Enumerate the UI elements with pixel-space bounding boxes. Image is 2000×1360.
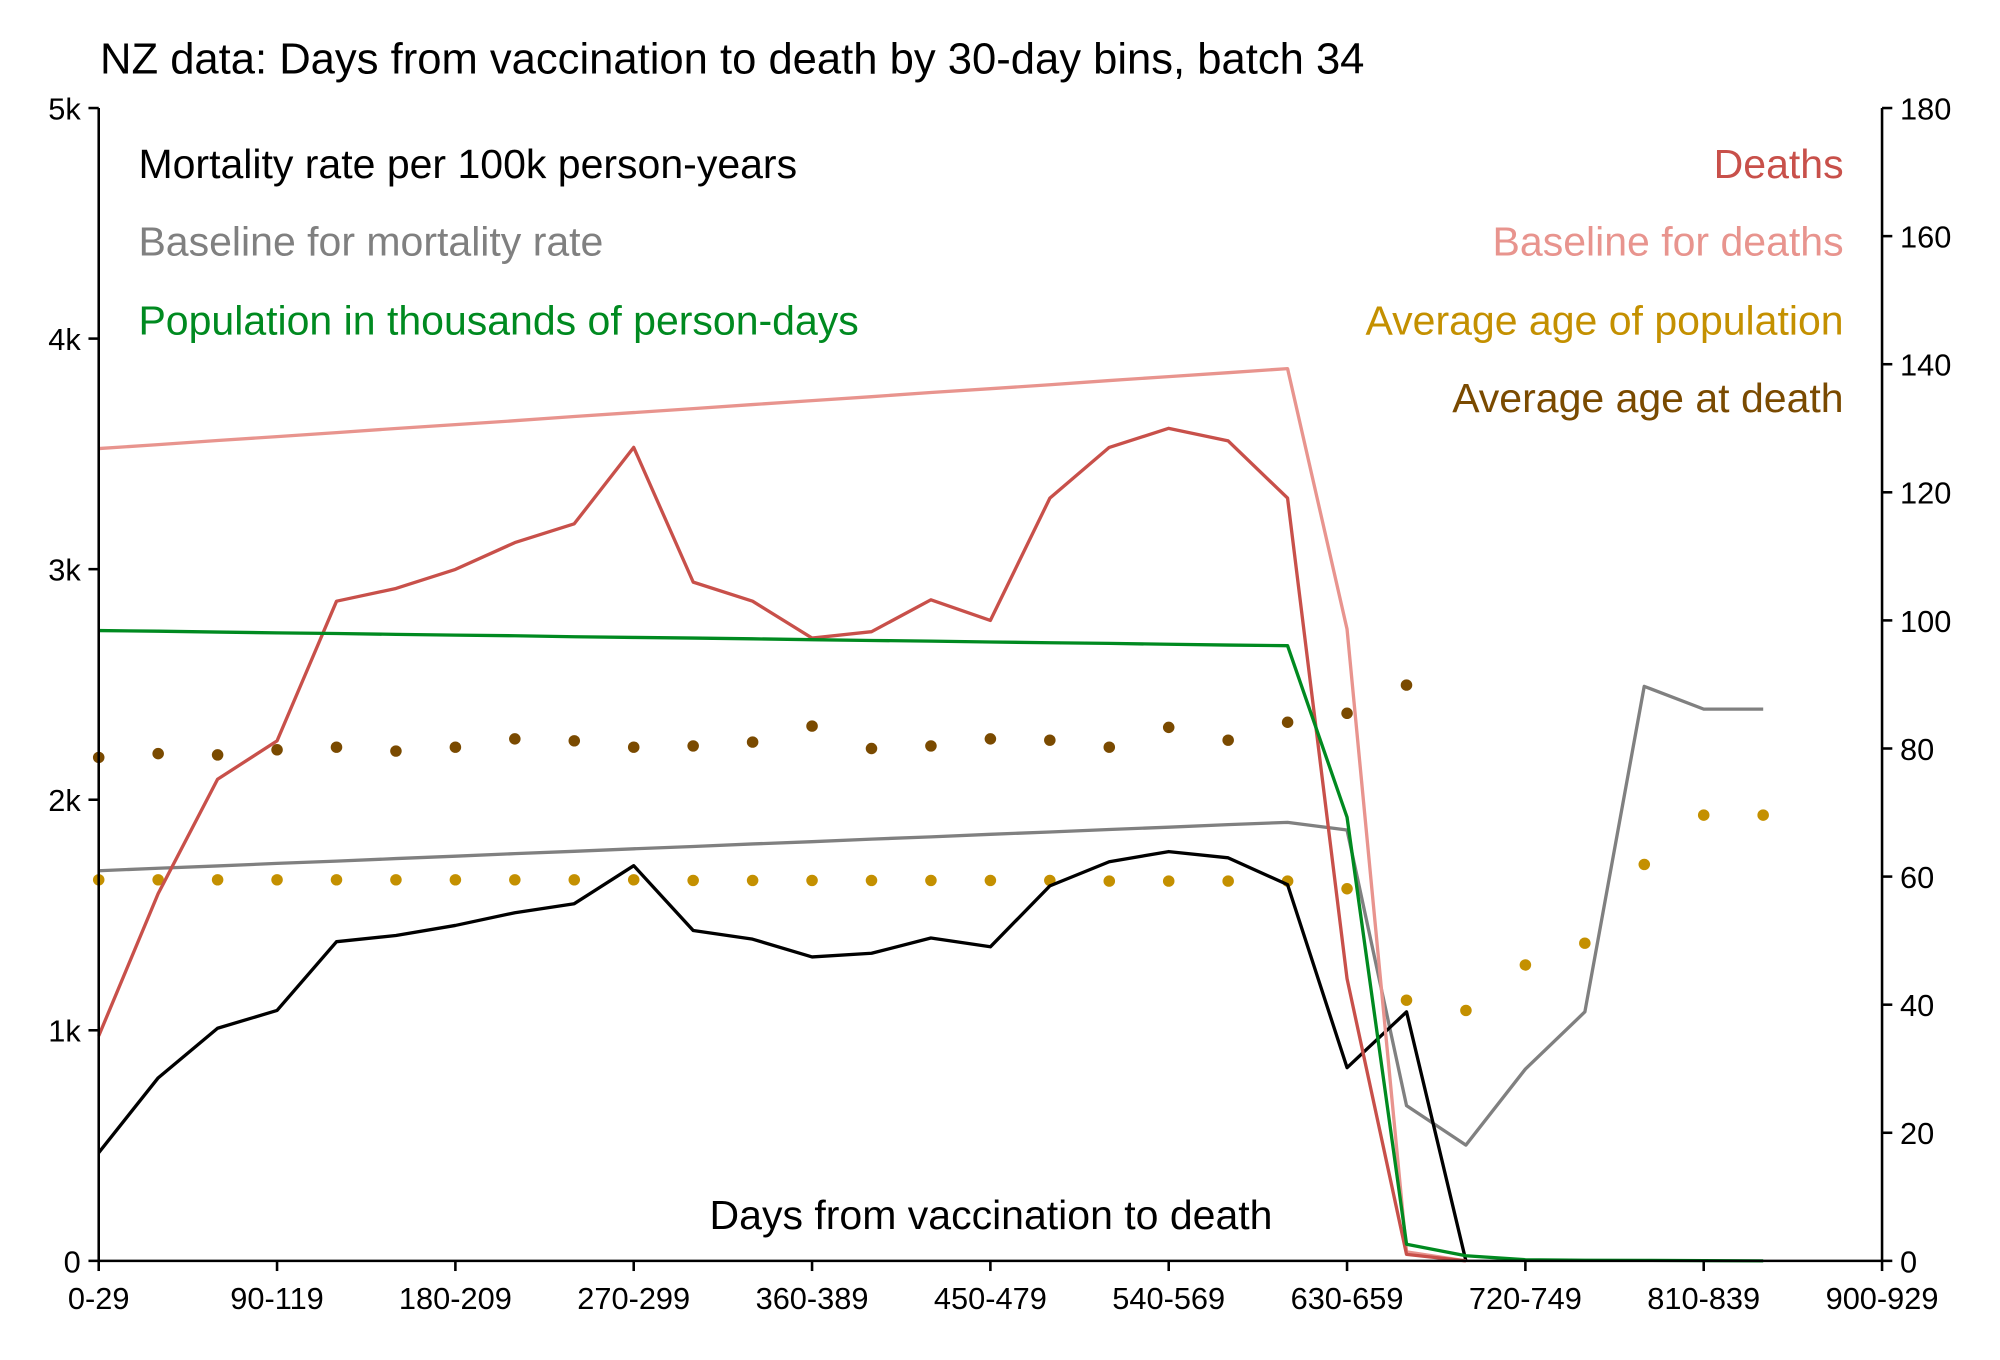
data-point-average-age-of-population bbox=[1519, 959, 1532, 971]
chart-title: NZ data: Days from vaccination to death … bbox=[100, 36, 1364, 84]
data-point-average-age-at-death bbox=[330, 741, 343, 753]
data-point-average-age-of-population bbox=[1103, 875, 1116, 887]
x-axis-label: Days from vaccination to death bbox=[710, 1192, 1273, 1238]
data-point-average-age-at-death bbox=[984, 733, 997, 745]
data-point-average-age-of-population bbox=[271, 874, 283, 886]
data-point-average-age-at-death bbox=[1400, 679, 1413, 691]
data-point-average-age-at-death bbox=[152, 747, 164, 760]
data-point-average-age-at-death bbox=[568, 735, 581, 747]
right-y-tick-label: 180 bbox=[1900, 93, 1951, 127]
data-point-average-age-of-population bbox=[509, 874, 521, 886]
right-y-tick-label: 140 bbox=[1900, 349, 1951, 383]
x-tick-label: 900-929 bbox=[1826, 1282, 1939, 1316]
x-tick-label: 0-29 bbox=[68, 1282, 130, 1316]
right-y-tick-label: 0 bbox=[1900, 1245, 1917, 1279]
data-point-average-age-of-population bbox=[746, 874, 759, 887]
data-point-average-age-of-population bbox=[1697, 809, 1710, 821]
legend-mortality: Mortality rate per 100k person-years bbox=[138, 141, 797, 187]
data-point-average-age-at-death bbox=[865, 742, 878, 755]
right-y-tick-label: 100 bbox=[1900, 605, 1951, 639]
data-point-average-age-at-death bbox=[1222, 734, 1234, 746]
data-point-average-age-at-death bbox=[806, 720, 818, 732]
legend-avg-age-population: Average age of population bbox=[1366, 297, 1844, 343]
data-point-average-age-at-death bbox=[509, 733, 521, 745]
left-y-tick-label: 4k bbox=[48, 323, 81, 357]
series-line-population-in-thousands-of-person-days bbox=[98, 628, 1764, 1263]
right-y-tick-label: 20 bbox=[1900, 1117, 1934, 1151]
left-y-tick-label: 2k bbox=[48, 784, 81, 818]
x-tick-label: 720-749 bbox=[1469, 1282, 1582, 1316]
data-point-average-age-of-population bbox=[806, 874, 818, 887]
right-y-tick-label: 120 bbox=[1900, 477, 1951, 511]
legend-population: Population in thousands of person-days bbox=[138, 297, 858, 343]
x-tick-label: 450-479 bbox=[934, 1282, 1047, 1316]
data-point-average-age-at-death bbox=[627, 741, 640, 753]
data-point-average-age-at-death bbox=[1044, 734, 1056, 746]
data-point-average-age-of-population bbox=[1757, 809, 1769, 821]
data-point-average-age-at-death bbox=[271, 744, 283, 756]
series-line-mortality-rate-per-100k-person-years bbox=[97, 849, 1468, 1262]
data-point-average-age-of-population bbox=[1341, 883, 1353, 895]
data-point-average-age-at-death bbox=[390, 745, 402, 757]
data-point-average-age-at-death bbox=[211, 749, 224, 761]
data-point-average-age-of-population bbox=[1638, 858, 1651, 871]
legend-avg-age-death: Average age at death bbox=[1452, 375, 1843, 421]
legend-baseline-deaths: Baseline for deaths bbox=[1493, 219, 1844, 265]
data-point-average-age-of-population bbox=[984, 874, 997, 887]
right-y-tick-label: 40 bbox=[1900, 989, 1934, 1023]
right-y-tick-label: 60 bbox=[1900, 861, 1934, 895]
data-point-average-age-of-population bbox=[568, 874, 581, 886]
left-y-tick-label: 0 bbox=[64, 1245, 81, 1279]
x-tick-label: 90-119 bbox=[230, 1282, 323, 1316]
right-y-tick-label: 160 bbox=[1900, 221, 1951, 255]
data-point-average-age-of-population bbox=[865, 874, 878, 887]
data-point-average-age-at-death bbox=[1162, 721, 1175, 734]
data-point-average-age-of-population bbox=[1400, 994, 1413, 1006]
x-tick-label: 270-299 bbox=[577, 1282, 690, 1316]
data-point-average-age-of-population bbox=[687, 874, 699, 887]
data-point-average-age-of-population bbox=[627, 874, 640, 886]
x-tick-label: 180-209 bbox=[399, 1282, 512, 1316]
data-point-average-age-at-death bbox=[1281, 716, 1294, 728]
data-point-average-age-at-death bbox=[1341, 707, 1353, 719]
data-point-average-age-of-population bbox=[1579, 937, 1591, 949]
right-y-tick-label: 80 bbox=[1900, 733, 1934, 767]
data-point-average-age-of-population bbox=[330, 874, 343, 886]
x-tick-label: 360-389 bbox=[756, 1282, 869, 1316]
data-point-average-age-of-population bbox=[449, 874, 462, 886]
data-point-average-age-of-population bbox=[925, 874, 937, 887]
data-point-average-age-of-population bbox=[1222, 875, 1234, 887]
data-point-average-age-at-death bbox=[1103, 741, 1116, 753]
legend-deaths: Deaths bbox=[1714, 141, 1844, 187]
series-line-baseline-for-mortality-rate bbox=[98, 684, 1764, 1147]
series-line-deaths bbox=[97, 426, 1467, 1263]
left-y-tick-label: 5k bbox=[48, 93, 81, 127]
left-y-tick-label: 3k bbox=[48, 554, 81, 588]
data-point-average-age-of-population bbox=[211, 874, 224, 886]
data-point-average-age-at-death bbox=[746, 736, 759, 748]
x-tick-label: 810-839 bbox=[1647, 1282, 1760, 1316]
data-point-average-age-of-population bbox=[1460, 1004, 1472, 1017]
series-line-baseline-for-deaths bbox=[98, 366, 1467, 1263]
data-point-average-age-at-death bbox=[687, 740, 699, 752]
data-point-average-age-at-death bbox=[449, 741, 462, 753]
data-point-average-age-of-population bbox=[390, 874, 402, 886]
data-point-average-age-of-population bbox=[1162, 875, 1175, 887]
legend-baseline-mortality: Baseline for mortality rate bbox=[138, 219, 603, 265]
data-point-average-age-of-population bbox=[152, 874, 164, 886]
left-y-tick-label: 1k bbox=[48, 1015, 81, 1049]
x-tick-label: 540-569 bbox=[1112, 1282, 1225, 1316]
data-point-average-age-at-death bbox=[925, 740, 937, 752]
x-tick-label: 630-659 bbox=[1291, 1282, 1404, 1316]
